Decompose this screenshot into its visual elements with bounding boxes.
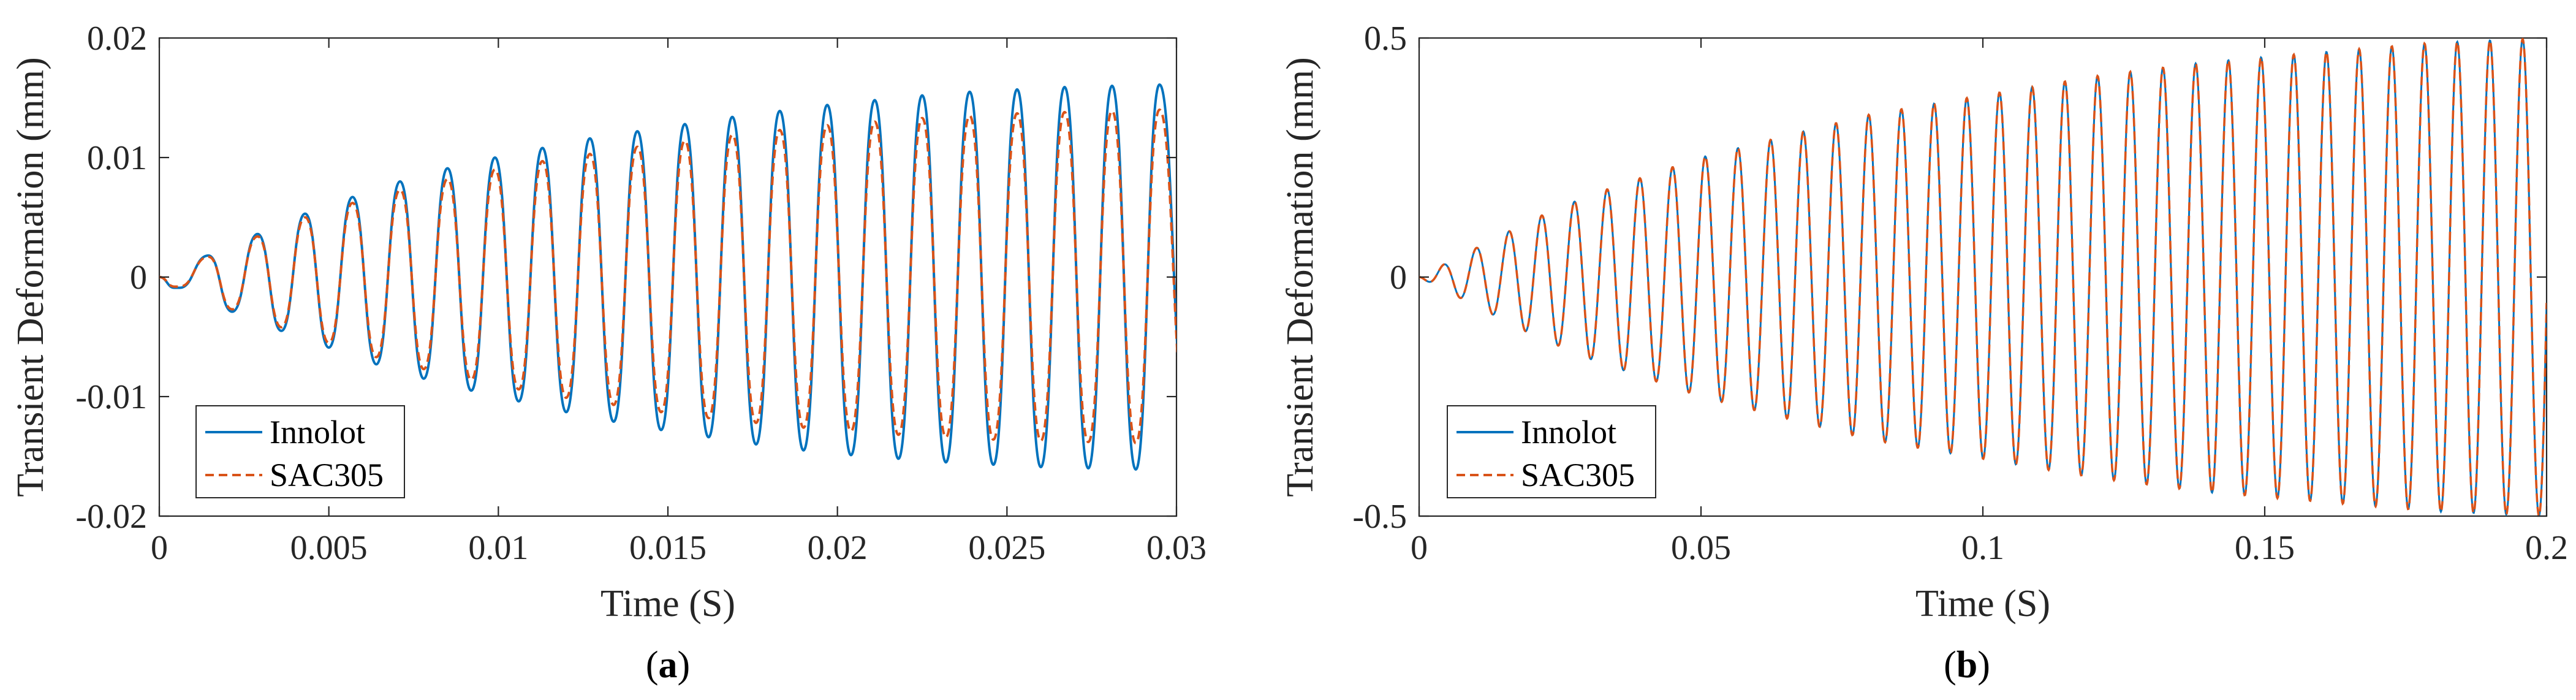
legend-a: Innolot SAC305 (195, 405, 405, 498)
legend-label-sac305-a: SAC305 (270, 457, 384, 493)
y-tick-label: -0.02 (75, 498, 147, 536)
panel-letter-b: b (1957, 644, 1977, 686)
x-tick-labels-a: 0 0.005 0.01 0.015 0.02 0.025 0.03 (151, 529, 1207, 567)
axis-ticks-b (1418, 37, 2548, 517)
y-tick-label: 0.01 (87, 139, 147, 177)
x-tick-label: 0.03 (1146, 529, 1207, 567)
y-tick-label: -0.01 (75, 378, 147, 416)
x-tick-label: 0.02 (808, 529, 868, 567)
y-tick-label: 0.5 (1364, 20, 1407, 58)
y-tick-label: 0 (130, 259, 147, 297)
y-axis-title-b: Transient Deformation (mm) (1279, 57, 1321, 496)
chart-panel-b: -0.500.5 0 0.05 0.1 0.15 0.2 Time (S) Transi… (1279, 20, 2568, 686)
legend-label-innolot-b: Innolot (1521, 414, 1616, 451)
x-tick-label: 0.01 (468, 529, 528, 567)
legend-box-a (195, 405, 405, 498)
axis-ticks-a (158, 37, 1178, 517)
x-tick-label: 0.1 (1961, 529, 2004, 567)
x-tick-label: 0.2 (2525, 529, 2568, 567)
legend-label-sac305-b: SAC305 (1521, 457, 1635, 493)
legend-label-innolot-a: Innolot (270, 414, 365, 451)
series-layer-a (159, 83, 1176, 471)
panel-label-a: (a) (646, 644, 690, 686)
y-tick-labels-a: -0.02 -0.01 0 0.01 0.02 (75, 20, 147, 536)
x-axis-title-a: Time (S) (600, 583, 735, 625)
x-tick-label: 0.15 (2235, 529, 2295, 567)
panel-label-b: (b) (1944, 644, 1990, 686)
x-tick-label: 0.015 (629, 529, 707, 567)
x-tick-label: 0 (151, 529, 168, 567)
x-tick-label: 0.005 (290, 529, 368, 567)
legend-b: Innolot SAC305 (1447, 405, 1656, 498)
y-tick-label: 0 (1390, 259, 1407, 297)
series-line-sac305 (1419, 38, 2547, 516)
legend-box-b (1447, 405, 1656, 498)
x-tick-label: 0 (1411, 529, 1428, 567)
x-axis-title-b: Time (S) (1915, 583, 2050, 625)
y-tick-label: 0.02 (87, 20, 147, 58)
panel-letter-a: a (659, 644, 678, 686)
x-tick-label: 0.05 (1671, 529, 1731, 567)
y-tick-label: -0.5 (1352, 498, 1407, 536)
y-tick-labels-b: -0.5 0 0.5 (1352, 20, 1407, 536)
series-line-sac305 (159, 108, 1176, 445)
y-axis-title-a: Transient Deformation (mm) (10, 57, 51, 496)
x-tick-label: 0.025 (968, 529, 1045, 567)
series-layer-b (1419, 38, 2547, 516)
x-tick-labels-b: 0 0.05 0.1 0.15 0.2 (1411, 529, 2568, 567)
series-line-innolot (159, 83, 1176, 471)
